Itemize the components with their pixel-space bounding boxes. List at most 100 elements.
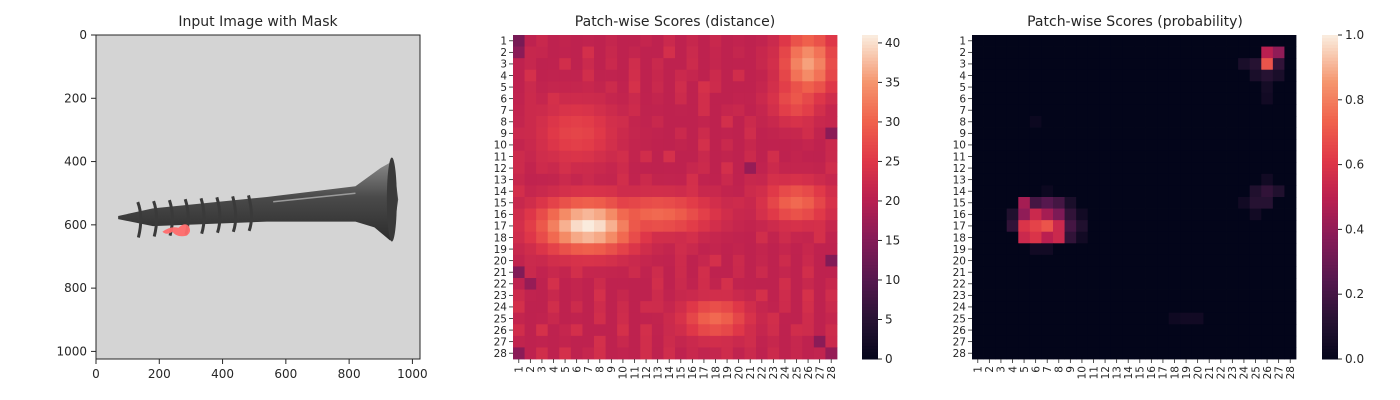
distance-cell xyxy=(790,197,803,209)
distance-cell xyxy=(617,335,630,348)
distance-cell xyxy=(547,139,560,152)
probability-cell xyxy=(1215,104,1227,117)
probability-cell xyxy=(1157,231,1170,244)
row-label: 28 xyxy=(953,348,966,360)
distance-cell xyxy=(605,335,618,348)
probability-cell xyxy=(1238,162,1251,175)
probability-cell xyxy=(1064,243,1077,256)
distance-cell xyxy=(570,104,583,117)
colorbar-segment xyxy=(1322,323,1338,328)
probability-cell xyxy=(1087,150,1100,163)
probability-cell xyxy=(972,162,984,175)
probability-cell xyxy=(1053,278,1065,290)
distance-cell xyxy=(594,116,606,128)
distance-cell xyxy=(547,347,560,360)
probability-cell xyxy=(1087,289,1100,302)
colorbar-segment xyxy=(862,187,878,192)
col-label: 23 xyxy=(1227,366,1239,379)
distance-cell xyxy=(582,278,595,290)
colorbar-segment xyxy=(862,239,878,243)
colorbar-segment xyxy=(1322,232,1338,237)
probability-cell xyxy=(1041,220,1054,233)
probability-cell xyxy=(1180,324,1193,337)
distance-cell xyxy=(825,197,838,209)
distance-cell xyxy=(513,139,525,152)
col-label: 2 xyxy=(984,366,996,373)
distance-cell xyxy=(663,69,676,82)
probability-cell xyxy=(1215,266,1227,279)
probability-cell xyxy=(1191,208,1204,221)
probability-cell xyxy=(972,127,984,140)
probability-cell xyxy=(1180,347,1193,360)
probability-cell xyxy=(1284,173,1297,186)
distance-cell xyxy=(524,347,537,360)
distance-cell xyxy=(802,254,815,267)
probability-cell xyxy=(1099,208,1112,221)
probability-cell xyxy=(1272,208,1285,221)
probability-cell xyxy=(1180,278,1193,290)
probability-cell xyxy=(1191,289,1204,302)
probability-cell xyxy=(983,301,996,314)
probability-cell xyxy=(1099,243,1112,256)
probability-cell xyxy=(1203,289,1216,302)
colorbar-segment xyxy=(1322,336,1338,341)
x-tick-label: 1000 xyxy=(397,367,428,381)
probability-cell xyxy=(1145,231,1158,244)
probability-cell xyxy=(1110,335,1123,348)
distance-cell xyxy=(732,173,745,186)
colorbar-segment xyxy=(1322,193,1338,198)
colorbar-segment xyxy=(862,151,878,156)
distance-cell xyxy=(802,58,815,71)
distance-cell xyxy=(790,92,803,105)
probability-cell xyxy=(1134,58,1146,71)
probability-cell xyxy=(1076,58,1089,71)
row-label: 22 xyxy=(953,279,966,291)
probability-cell xyxy=(1134,185,1146,198)
distance-cell xyxy=(594,162,606,175)
probability-cell xyxy=(995,58,1008,71)
probability-cell xyxy=(1238,185,1251,198)
probability-cell xyxy=(1087,46,1100,59)
probability-cell xyxy=(1215,197,1227,209)
probability-cell xyxy=(1041,69,1054,82)
probability-cell xyxy=(1168,208,1181,221)
probability-cell xyxy=(1238,116,1251,128)
distance-cell xyxy=(813,312,826,325)
probability-cell xyxy=(1226,266,1239,279)
distance-cell xyxy=(709,58,722,71)
probability-cell xyxy=(995,231,1008,244)
probability-cell xyxy=(1087,139,1100,152)
probability-cell xyxy=(1168,324,1181,337)
probability-cell xyxy=(1122,220,1135,233)
distance-cell xyxy=(802,173,815,186)
colorbar-segment xyxy=(1322,239,1338,243)
colorbar-segment xyxy=(1322,174,1338,179)
probability-cell xyxy=(1203,139,1216,152)
row-label: 19 xyxy=(953,244,966,256)
probability-cell xyxy=(1284,254,1297,267)
distance-cell xyxy=(582,81,595,94)
probability-cell xyxy=(1191,173,1204,186)
probability-cell xyxy=(983,92,996,105)
distance-cell xyxy=(594,81,606,94)
colorbar-segment xyxy=(1322,125,1338,130)
distance-cell xyxy=(605,289,618,302)
distance-cell xyxy=(628,35,641,47)
probability-cell xyxy=(1157,243,1170,256)
colorbar-segment xyxy=(862,54,878,59)
probability-cell xyxy=(1180,185,1193,198)
distance-cell xyxy=(547,220,560,233)
distance-cell xyxy=(594,243,606,256)
distance-cell xyxy=(721,81,734,94)
row-label: 7 xyxy=(500,105,507,117)
probability-cell xyxy=(1064,69,1077,82)
distance-cell xyxy=(675,197,687,209)
probability-cell xyxy=(1064,35,1077,47)
colorbar-segment xyxy=(862,77,878,81)
distance-cell xyxy=(628,162,641,175)
probability-cell xyxy=(1134,46,1146,59)
distance-cell xyxy=(651,35,664,47)
distance-cell xyxy=(559,46,572,59)
distance-cell xyxy=(744,301,757,314)
x-tick-label: 800 xyxy=(338,367,361,381)
